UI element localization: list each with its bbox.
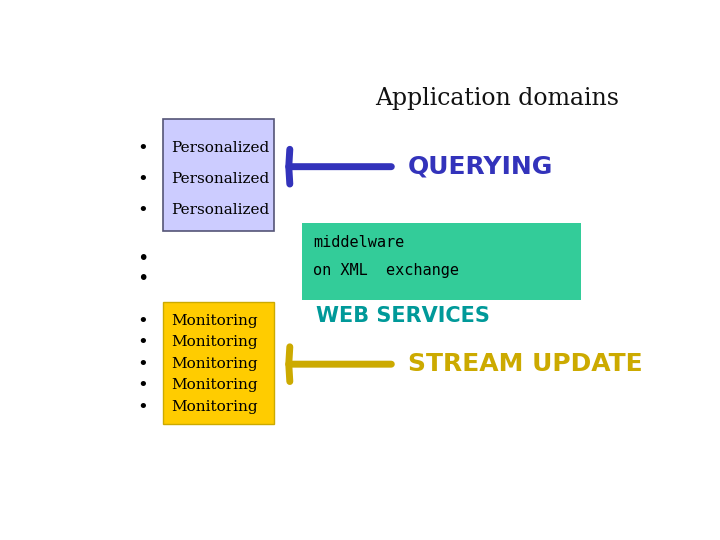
Text: •: •	[138, 269, 149, 288]
Text: Application domains: Application domains	[375, 86, 619, 110]
Text: Monitoring: Monitoring	[171, 314, 258, 328]
Text: •: •	[138, 376, 148, 394]
Text: on XML  exchange: on XML exchange	[313, 263, 459, 278]
Text: STREAM UPDATE: STREAM UPDATE	[408, 352, 643, 376]
Text: Personalized: Personalized	[171, 141, 269, 155]
Bar	[163, 302, 274, 424]
Text: •: •	[138, 398, 148, 416]
Bar	[302, 223, 581, 300]
Text: Monitoring: Monitoring	[171, 400, 258, 414]
Text: Monitoring: Monitoring	[171, 357, 258, 371]
Text: QUERYING: QUERYING	[408, 154, 554, 179]
Text: WEB SERVICES: WEB SERVICES	[315, 306, 490, 326]
Text: Monitoring: Monitoring	[171, 379, 258, 393]
Text: •: •	[138, 312, 148, 329]
Text: •: •	[138, 248, 149, 268]
Text: •: •	[138, 355, 148, 373]
Text: Monitoring: Monitoring	[171, 335, 258, 349]
Bar	[163, 119, 274, 231]
Text: middelware: middelware	[313, 235, 405, 250]
Text: Personalized: Personalized	[171, 204, 269, 217]
Text: •: •	[138, 139, 148, 157]
Text: •: •	[138, 201, 148, 219]
Text: Personalized: Personalized	[171, 172, 269, 186]
Text: •: •	[138, 170, 148, 188]
Text: •: •	[138, 333, 148, 351]
